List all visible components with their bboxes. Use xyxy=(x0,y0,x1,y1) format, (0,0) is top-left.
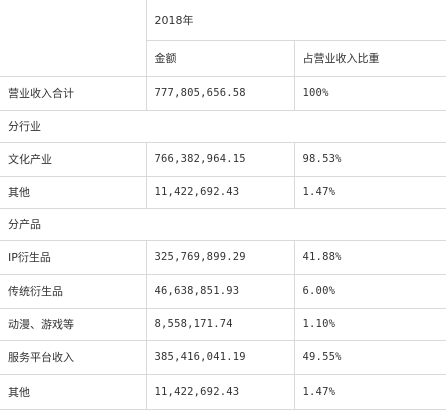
section-title: 分产品 xyxy=(0,208,446,241)
row-share: 41.88% xyxy=(294,240,446,275)
row-share: 100% xyxy=(294,76,446,111)
header-row-year: 2018年 xyxy=(0,0,446,77)
header-year: 2018年 xyxy=(146,0,446,41)
row-label: 服务平台收入 xyxy=(0,340,147,375)
row-amount: 325,769,899.29 xyxy=(146,240,295,275)
table-row: 动漫、游戏等 8,558,171.74 1.10% xyxy=(0,308,446,341)
row-label: 传统衍生品 xyxy=(0,274,147,309)
table-row: 其他 11,422,692.43 1.47% xyxy=(0,176,446,209)
row-share: 1.47% xyxy=(294,176,446,209)
table-row: 传统衍生品 46,638,851.93 6.00% xyxy=(0,274,446,309)
table-row: IP衍生品 325,769,899.29 41.88% xyxy=(0,240,446,275)
table-row: 其他 11,422,692.43 1.47% xyxy=(0,374,446,410)
row-share: 1.47% xyxy=(294,374,446,410)
header-empty-cell xyxy=(0,0,147,77)
row-share: 98.53% xyxy=(294,142,446,177)
row-share: 1.10% xyxy=(294,308,446,341)
row-label: 其他 xyxy=(0,176,147,209)
table-row: 服务平台收入 385,416,041.19 49.55% xyxy=(0,340,446,375)
row-amount: 11,422,692.43 xyxy=(146,176,295,209)
row-amount: 766,382,964.15 xyxy=(146,142,295,177)
header-share: 占营业收入比重 xyxy=(294,40,446,77)
row-amount: 385,416,041.19 xyxy=(146,340,295,375)
row-label: IP衍生品 xyxy=(0,240,147,275)
row-amount: 777,805,656.58 xyxy=(146,76,295,111)
table-row: 文化产业 766,382,964.15 98.53% xyxy=(0,142,446,177)
header-amount: 金额 xyxy=(146,40,295,77)
row-label: 动漫、游戏等 xyxy=(0,308,147,341)
row-amount: 11,422,692.43 xyxy=(146,374,295,410)
section-title: 分行业 xyxy=(0,110,446,143)
row-share: 6.00% xyxy=(294,274,446,309)
row-label: 文化产业 xyxy=(0,142,147,177)
row-share: 49.55% xyxy=(294,340,446,375)
row-amount: 8,558,171.74 xyxy=(146,308,295,341)
row-amount: 46,638,851.93 xyxy=(146,274,295,309)
row-label: 营业收入合计 xyxy=(0,76,147,111)
header-row-columns: 金额 占营业收入比重 xyxy=(0,40,446,77)
section-row-product: 分产品 xyxy=(0,208,446,241)
row-label: 其他 xyxy=(0,374,147,410)
section-row-industry: 分行业 xyxy=(0,110,446,143)
table-row-total: 营业收入合计 777,805,656.58 100% xyxy=(0,76,446,111)
